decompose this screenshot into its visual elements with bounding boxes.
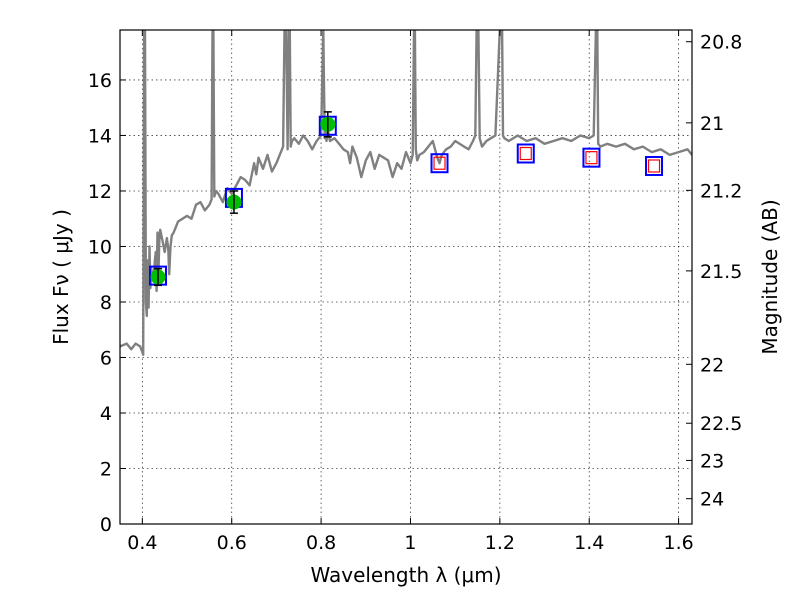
magnitude-tick-label: 24 [700,489,724,511]
magnitude-tick-label: 23 [700,450,724,472]
y-tick-label: 2 [100,458,112,480]
photometry-markers [148,111,664,287]
predicted-flux-box [585,151,598,165]
magnitude-tick-label: 20.8 [700,32,742,54]
x-tick-label: 1 [404,532,416,554]
y-tick-label: 12 [88,181,112,203]
plot-series [120,30,692,356]
model-flux-box [430,153,449,174]
y-axis-label: Flux Fν ( μJy ) [49,209,73,345]
x-tick-label: 1.4 [574,532,604,554]
model-flux-box [645,155,664,176]
predicted-flux-box [519,146,532,161]
predicted-flux-box [647,159,661,173]
y-tick-label: 10 [88,236,112,258]
magnitude-tick-label: 21.5 [700,261,742,283]
predicted-flux-box [433,156,446,170]
magnitude-tick-label: 22.5 [700,413,742,435]
y-tick-label: 14 [88,125,112,147]
plot-frame [119,29,693,525]
y-tick-label: 0 [100,514,112,536]
magnitude-axis-label: Magnitude (AB) [758,199,782,354]
x-tick-label: 0.4 [127,532,157,554]
x-tick-label: 1.6 [663,532,693,554]
grid-lines [120,30,692,525]
magnitude-tick-label: 21 [700,113,724,135]
magnitude-tick-label: 22 [700,354,724,376]
x-axis-label: Wavelength λ (μm) [310,563,501,587]
y-tick-label: 6 [100,347,112,369]
magnitude-tick-label: 21.2 [700,180,742,202]
y-tick-label: 16 [88,70,112,92]
spectrum-line [120,30,692,356]
model-flux-box [516,143,535,164]
x-tick-label: 0.6 [217,532,247,554]
y-tick-label: 8 [100,292,112,314]
model-flux-box [582,147,601,168]
y-tick-label: 4 [100,403,112,425]
axis-ticks: 0.4 0.6 0.8 1 1.2 1.4 1.6024681012141620.82121… [88,30,742,554]
x-tick-label: 1.2 [485,532,515,554]
x-tick-label: 0.8 [306,532,336,554]
